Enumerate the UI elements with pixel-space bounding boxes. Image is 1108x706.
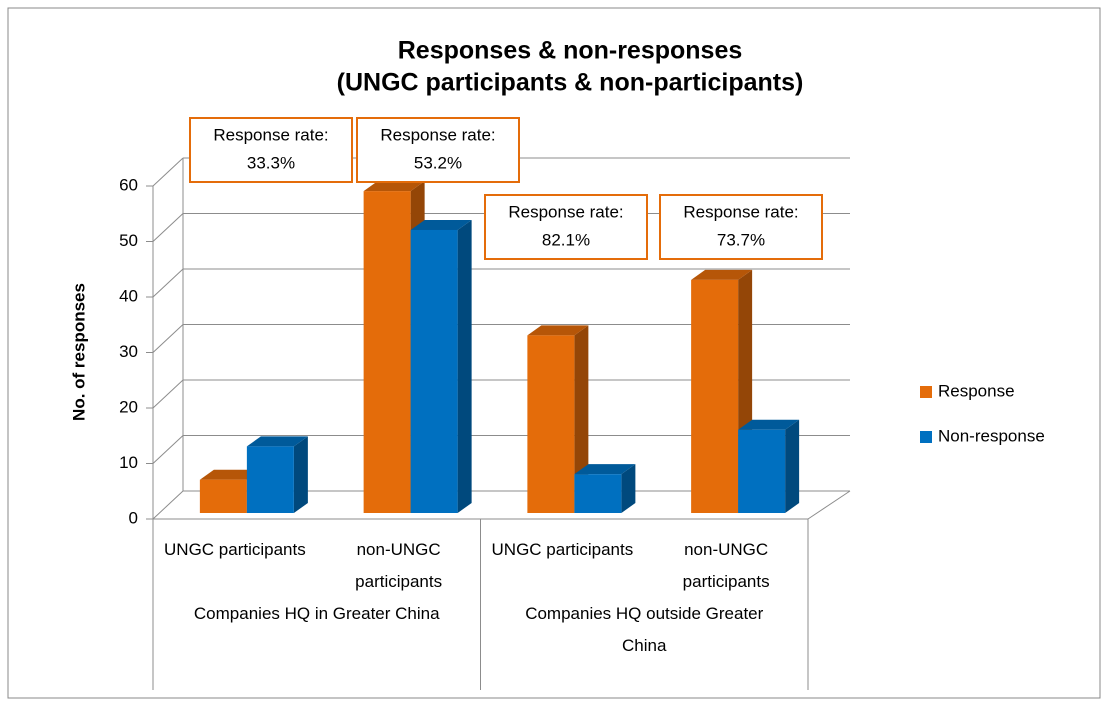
x-tick-label: UNGC participants — [492, 540, 634, 559]
annotation-text: 33.3% — [247, 153, 295, 172]
bar — [738, 419, 800, 513]
grid-line-side — [152, 324, 184, 353]
y-tick-label: 60 — [119, 175, 138, 194]
bar-top — [527, 325, 589, 336]
bar-top — [574, 464, 636, 475]
bar-side — [457, 219, 472, 513]
annotation-text: Response rate: — [380, 125, 495, 144]
grid-line-side — [152, 379, 184, 409]
bar-top — [363, 181, 425, 192]
bar — [246, 436, 308, 513]
y-tick-label: 30 — [119, 342, 138, 361]
bar-side — [621, 464, 636, 513]
bar — [410, 219, 472, 513]
bar-top — [691, 269, 753, 280]
bar — [574, 464, 636, 513]
y-tick-label: 0 — [129, 508, 138, 527]
legend-swatch — [920, 386, 932, 398]
annotation-box — [189, 117, 353, 183]
x-tick-label: non-UNGC participants — [355, 540, 442, 591]
annotation-text: 73.7% — [717, 230, 765, 249]
grid-line-side — [152, 268, 184, 298]
bar-front — [246, 446, 294, 513]
grid-line-side — [152, 490, 184, 520]
bar — [527, 325, 589, 513]
y-tick-label: 40 — [119, 286, 138, 305]
bar-top — [199, 469, 261, 480]
bar-front — [527, 335, 575, 513]
bar-side — [293, 436, 308, 513]
x-tick-label: UNGC participants — [164, 540, 306, 559]
annotation-text: 82.1% — [542, 230, 590, 249]
bar-front — [410, 229, 458, 513]
chart-subtitle: (UNGC participants & non-participants) — [337, 69, 804, 97]
legend-swatch — [920, 431, 932, 443]
legend-label: Response — [938, 381, 1015, 400]
grid-line-side — [152, 157, 184, 187]
group-label: Companies HQ outside Greater China — [525, 604, 763, 655]
bar-side — [785, 419, 800, 513]
legend-label: Non-response — [938, 426, 1045, 445]
y-tick-label: 50 — [119, 231, 138, 250]
bar-front — [691, 279, 739, 513]
bar-front — [363, 191, 411, 513]
annotation-box — [484, 194, 648, 260]
bar-top — [410, 219, 472, 230]
floor-right-edge — [807, 490, 851, 520]
grid-line-side — [152, 213, 184, 242]
bar-side — [574, 325, 589, 513]
annotation-text: Response rate: — [683, 202, 798, 221]
bar-front — [738, 429, 786, 513]
y-tick-label: 20 — [119, 397, 138, 416]
annotation-box — [659, 194, 823, 260]
grid-line-side — [152, 435, 184, 464]
x-tick-label: non-UNGC participants — [683, 540, 770, 591]
annotation-text: Response rate: — [508, 202, 623, 221]
group-label: Companies HQ in Greater China — [194, 604, 440, 623]
annotation-text: 53.2% — [414, 153, 462, 172]
annotation-box — [356, 117, 520, 183]
y-axis-label: No. of responses — [69, 283, 88, 421]
bar-top — [738, 419, 800, 430]
y-tick-label: 10 — [119, 453, 138, 472]
bar-top — [246, 436, 308, 447]
annotation-text: Response rate: — [213, 125, 328, 144]
bar-front — [574, 474, 622, 513]
bar-front — [199, 479, 247, 513]
chart-title: Responses & non-responses — [398, 37, 743, 65]
